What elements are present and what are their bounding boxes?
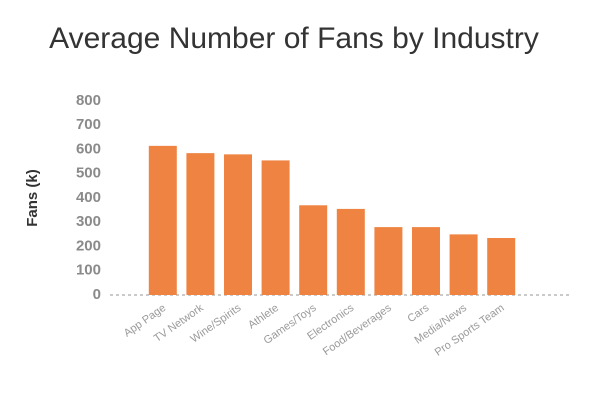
y-tick-label: 0: [93, 286, 101, 303]
bar: [374, 227, 403, 295]
y-tick-label: 700: [76, 116, 101, 133]
y-tick-label: 800: [76, 92, 101, 109]
bar: [299, 205, 328, 295]
x-tick-label: Pro Sports Team: [433, 302, 507, 359]
chart-title: Average Number of Fans by Industry: [49, 22, 539, 55]
bar: [449, 234, 478, 295]
bar: [487, 238, 516, 295]
y-tick-label: 100: [76, 262, 101, 279]
y-tick-label: 400: [76, 189, 101, 206]
y-tick-label: 500: [76, 165, 101, 182]
y-tick-label: 600: [76, 140, 101, 157]
x-tick-label: Food/Beverages: [321, 302, 394, 358]
y-axis-label: Fans (k): [24, 169, 41, 227]
y-tick-label: 200: [76, 237, 101, 254]
bar: [261, 160, 290, 295]
bar: [148, 145, 177, 295]
bar: [224, 154, 252, 295]
bar: [412, 227, 440, 295]
y-tick-label: 300: [76, 213, 101, 230]
bar: [336, 208, 365, 295]
x-tick-label: Cars: [405, 302, 431, 325]
bar: [186, 153, 215, 295]
